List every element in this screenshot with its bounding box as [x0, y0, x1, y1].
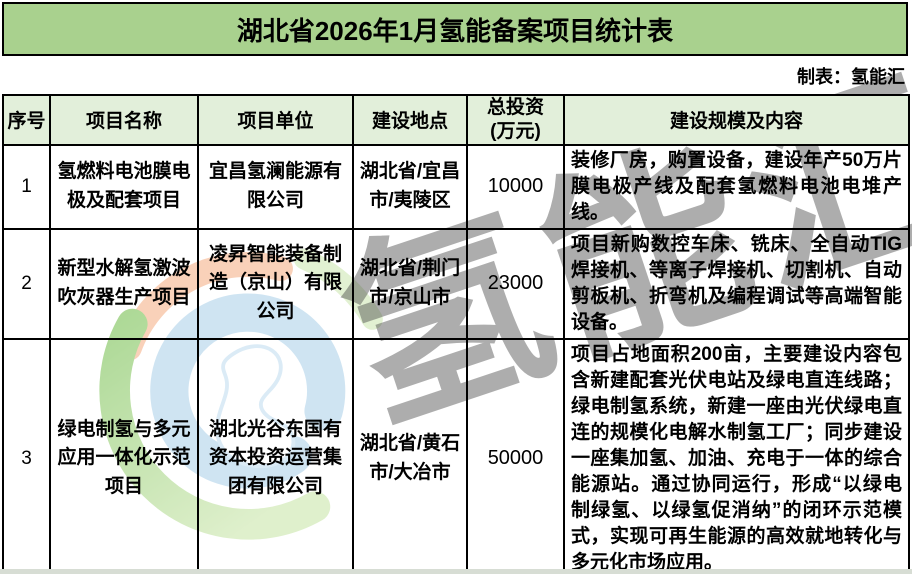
page-title: 湖北省2026年1月氢能备案项目统计表	[2, 2, 908, 56]
table-row: 3 绿电制氢与多元应用一体化示范项目 湖北光谷东国有资本投资运营集团有限公司 湖…	[2, 337, 910, 574]
project-investment: 23000	[466, 227, 565, 340]
project-location: 湖北省/荆门市/京山市	[352, 227, 468, 340]
col-header-investment: 总投资 (万元)	[466, 94, 565, 146]
col-header-content: 建设规模及内容	[563, 94, 910, 146]
col-header-location: 建设地点	[352, 94, 468, 146]
col-header-index: 序号	[2, 94, 51, 146]
project-name: 氢燃料电池膜电极及配套项目	[49, 143, 199, 230]
project-name: 绿电制氢与多元应用一体化示范项目	[49, 337, 199, 574]
project-location: 湖北省/宜昌市/夷陵区	[352, 143, 468, 230]
projects-table-wrapper: 序号 项目名称 项目单位 建设地点 总投资 (万元) 建设规模及内容 1 氢燃料…	[2, 94, 910, 574]
project-content: 装修厂房，购置设备，建设年产50万片膜电极产线及配套氢燃料电池电堆产线。	[563, 143, 910, 230]
project-content: 项目新购数控车床、铣床、全自动TIG焊接机、等离子焊接机、切割机、自动剪板机、折…	[563, 227, 910, 340]
project-location: 湖北省/黄石市/大冶市	[352, 337, 468, 574]
table-row: 2 新型水解氢激波吹灰器生产项目 凌昇智能装备制造（京山）有限公司 湖北省/荆门…	[2, 227, 910, 340]
row-index: 1	[2, 143, 51, 230]
row-index: 2	[2, 227, 51, 340]
projects-table: 序号 项目名称 项目单位 建设地点 总投资 (万元) 建设规模及内容 1 氢燃料…	[2, 94, 910, 574]
col-header-project-name: 项目名称	[49, 94, 199, 146]
project-unit: 宜昌氢澜能源有限公司	[197, 143, 354, 230]
table-row: 1 氢燃料电池膜电极及配套项目 宜昌氢澜能源有限公司 湖北省/宜昌市/夷陵区 1…	[2, 143, 910, 230]
project-investment: 10000	[466, 143, 565, 230]
byline: 制表：氢能汇	[797, 67, 905, 87]
project-name: 新型水解氢激波吹灰器生产项目	[49, 227, 199, 340]
row-index: 3	[2, 337, 51, 574]
col-header-project-unit: 项目单位	[197, 94, 354, 146]
project-content: 项目占地面积200亩，主要建设内容包含新建配套光伏电站及绿电直连线路；绿电制氢系…	[563, 337, 910, 574]
project-investment: 50000	[466, 337, 565, 574]
project-unit: 凌昇智能装备制造（京山）有限公司	[197, 227, 354, 340]
bottom-edge-strip	[0, 569, 912, 574]
header-row: 序号 项目名称 项目单位 建设地点 总投资 (万元) 建设规模及内容	[2, 94, 910, 146]
project-unit: 湖北光谷东国有资本投资运营集团有限公司	[197, 337, 354, 574]
